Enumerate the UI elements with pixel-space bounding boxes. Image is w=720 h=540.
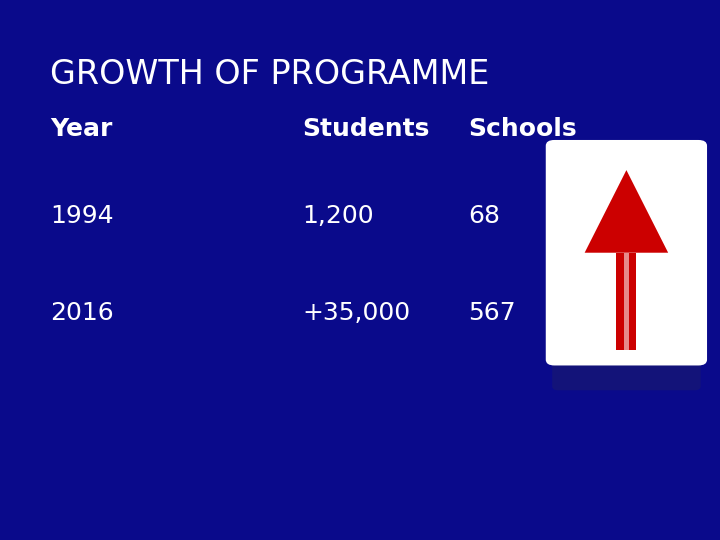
Text: 2016: 2016 [50, 301, 114, 325]
Text: 567: 567 [468, 301, 516, 325]
FancyBboxPatch shape [546, 140, 707, 366]
Text: 68: 68 [468, 204, 500, 228]
Bar [616, 253, 636, 350]
Text: +35,000: +35,000 [302, 301, 410, 325]
Polygon shape [585, 170, 668, 253]
Text: Year: Year [50, 117, 113, 140]
Text: GROWTH OF PROGRAMME: GROWTH OF PROGRAMME [50, 58, 490, 91]
Text: 1994: 1994 [50, 204, 114, 228]
FancyBboxPatch shape [552, 358, 701, 390]
Text: 1,200: 1,200 [302, 204, 374, 228]
Bar [624, 253, 629, 350]
Text: Students: Students [302, 117, 430, 140]
Text: Schools: Schools [468, 117, 577, 140]
